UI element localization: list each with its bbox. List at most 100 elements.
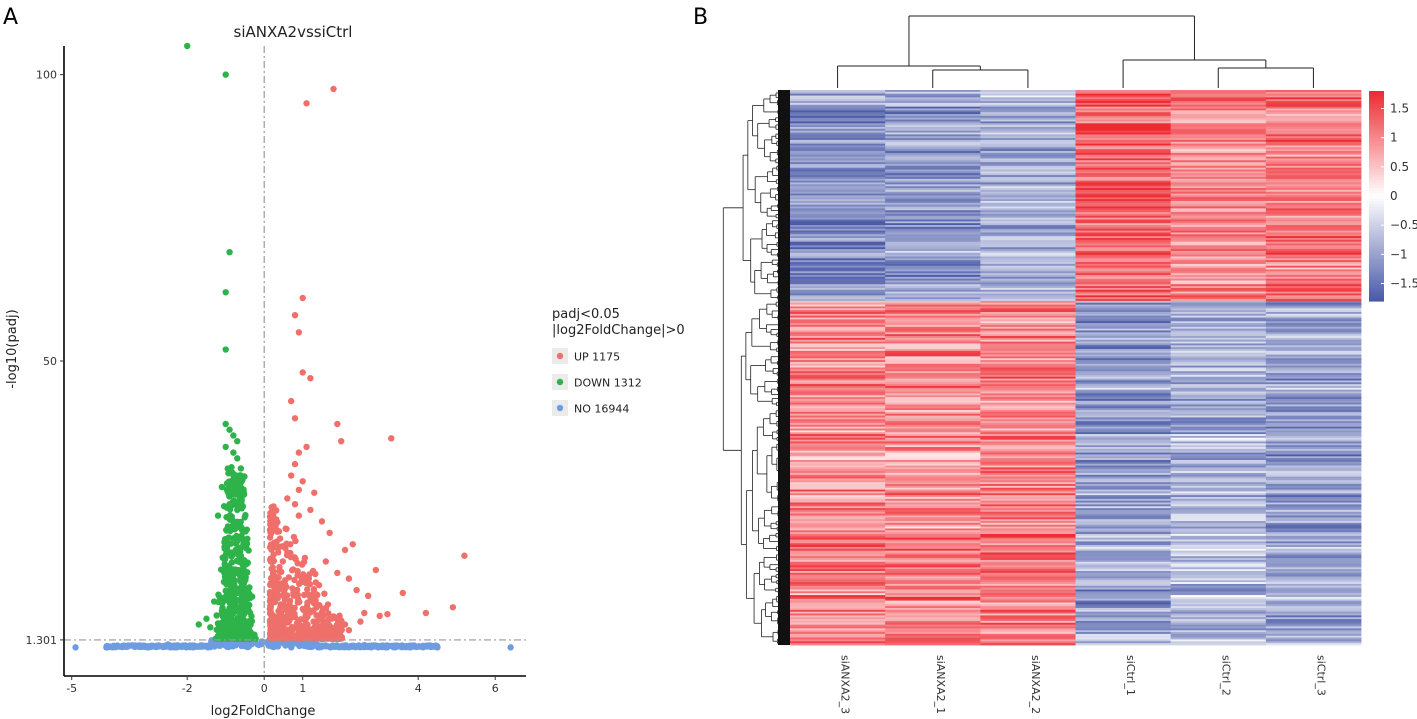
heatmap-cell	[980, 619, 1076, 622]
heatmap-cell	[790, 423, 886, 426]
heatmap-cell	[885, 546, 981, 550]
heatmap-cell	[790, 158, 886, 161]
heatmap-cell	[885, 469, 981, 472]
down-point	[230, 489, 237, 496]
heatmap-cell	[885, 208, 981, 211]
heatmap-cell	[980, 210, 1076, 213]
heatmap-cell	[1075, 206, 1172, 209]
heatmap-cell	[1265, 247, 1362, 250]
colorbar-segment	[1369, 98, 1384, 103]
heatmap-cell	[790, 476, 886, 479]
heatmap-cell	[885, 247, 981, 250]
heatmap-cell	[980, 460, 1076, 463]
heatmap-cell	[1170, 302, 1267, 305]
heatmap-cell	[1265, 249, 1362, 252]
heatmap-cell	[790, 249, 886, 252]
heatmap-cell	[790, 382, 886, 385]
heatmap-cell	[1075, 398, 1172, 402]
heatmap-cell	[1170, 411, 1267, 415]
heatmap-cell	[980, 543, 1076, 546]
heatmap-cell	[790, 376, 886, 379]
heatmap-cell	[1170, 145, 1267, 148]
heatmap-cell	[1265, 406, 1362, 409]
heatmap-cell	[1075, 336, 1172, 339]
heatmap-cell	[980, 620, 1076, 624]
heatmap-cell	[980, 232, 1076, 235]
heatmap-cell	[1265, 206, 1362, 209]
heatmap-cell	[1265, 328, 1362, 331]
heatmap-cell	[980, 300, 1076, 304]
heatmap-cell	[790, 495, 886, 498]
heatmap-cell	[790, 182, 886, 185]
heatmap-cell	[1170, 609, 1267, 613]
heatmap-cell	[1265, 112, 1362, 115]
heatmap-cell	[980, 502, 1076, 505]
heatmap-cell	[790, 439, 886, 442]
heatmap-cell	[790, 358, 886, 361]
heatmap-cell	[1170, 532, 1267, 535]
heatmap-cell	[980, 633, 1076, 637]
colorbar-segment	[1369, 240, 1384, 244]
heatmap-cell	[885, 521, 981, 524]
heatmap-cell	[1265, 476, 1362, 479]
heatmap-cell	[790, 365, 886, 368]
heatmap-cell	[980, 410, 1076, 413]
heatmap-cell	[980, 606, 1076, 609]
heatmap-cell	[1170, 152, 1267, 156]
heatmap-cell	[790, 250, 886, 254]
up-point	[285, 574, 293, 581]
heatmap-cell	[1265, 378, 1362, 381]
heatmap-cell	[980, 358, 1076, 361]
heatmap-cell	[790, 219, 886, 222]
heatmap-cell	[980, 522, 1076, 526]
heatmap-cell	[885, 630, 981, 633]
heatmap-cell	[1265, 324, 1362, 328]
heatmap-cell	[1265, 602, 1362, 605]
heatmap-cell	[790, 184, 886, 187]
heatmap-cell	[885, 276, 981, 280]
heatmap-cell	[885, 598, 981, 601]
heatmap-cell	[1075, 121, 1172, 124]
heatmap-cell	[885, 226, 981, 230]
heatmap-cell	[1170, 250, 1267, 254]
heatmap-cell	[885, 617, 981, 620]
heatmap-cell	[1265, 239, 1362, 243]
heatmap-cell	[980, 376, 1076, 379]
up-point	[268, 565, 275, 573]
heatmap-cell	[1170, 121, 1267, 124]
heatmap-cell	[790, 620, 886, 624]
heatmap-cell	[885, 434, 981, 437]
heatmap-cell	[980, 373, 1076, 376]
heatmap-cell	[1075, 186, 1172, 189]
colorbar-segment	[1369, 235, 1384, 239]
colorbar-segment	[1369, 182, 1384, 187]
colorbar-segment	[1369, 154, 1384, 158]
heatmap-cell	[980, 352, 1076, 355]
up-point	[333, 624, 340, 632]
down-point	[226, 506, 234, 513]
heatmap-cell	[885, 254, 981, 257]
heatmap-cell	[1170, 378, 1267, 381]
colorbar: 1.510.50−0.5−1−1.5	[1369, 91, 1417, 302]
heatmap-cell	[1075, 498, 1172, 502]
down-point	[228, 607, 235, 614]
heatmap-cell	[1075, 356, 1172, 359]
heatmap-cell	[1265, 434, 1362, 437]
heatmap-cell	[1075, 350, 1172, 354]
down-point	[241, 628, 249, 636]
heatmap-cell	[1265, 550, 1362, 553]
heatmap-cell	[790, 384, 886, 387]
heatmap-cell	[1265, 193, 1362, 196]
heatmap-cell	[1075, 469, 1172, 472]
heatmap-cell	[980, 589, 1076, 592]
down-point	[237, 483, 244, 491]
heatmap-cell	[1075, 267, 1172, 270]
heatmap-cell	[885, 583, 981, 587]
heatmap-cell	[980, 371, 1076, 374]
heatmap-cell	[1265, 522, 1362, 526]
heatmap-cell	[980, 176, 1076, 180]
heatmap-cell	[1075, 548, 1172, 552]
heatmap-cell	[790, 269, 886, 272]
heatmap-cell	[885, 289, 981, 293]
heatmap-cell	[1075, 228, 1172, 231]
